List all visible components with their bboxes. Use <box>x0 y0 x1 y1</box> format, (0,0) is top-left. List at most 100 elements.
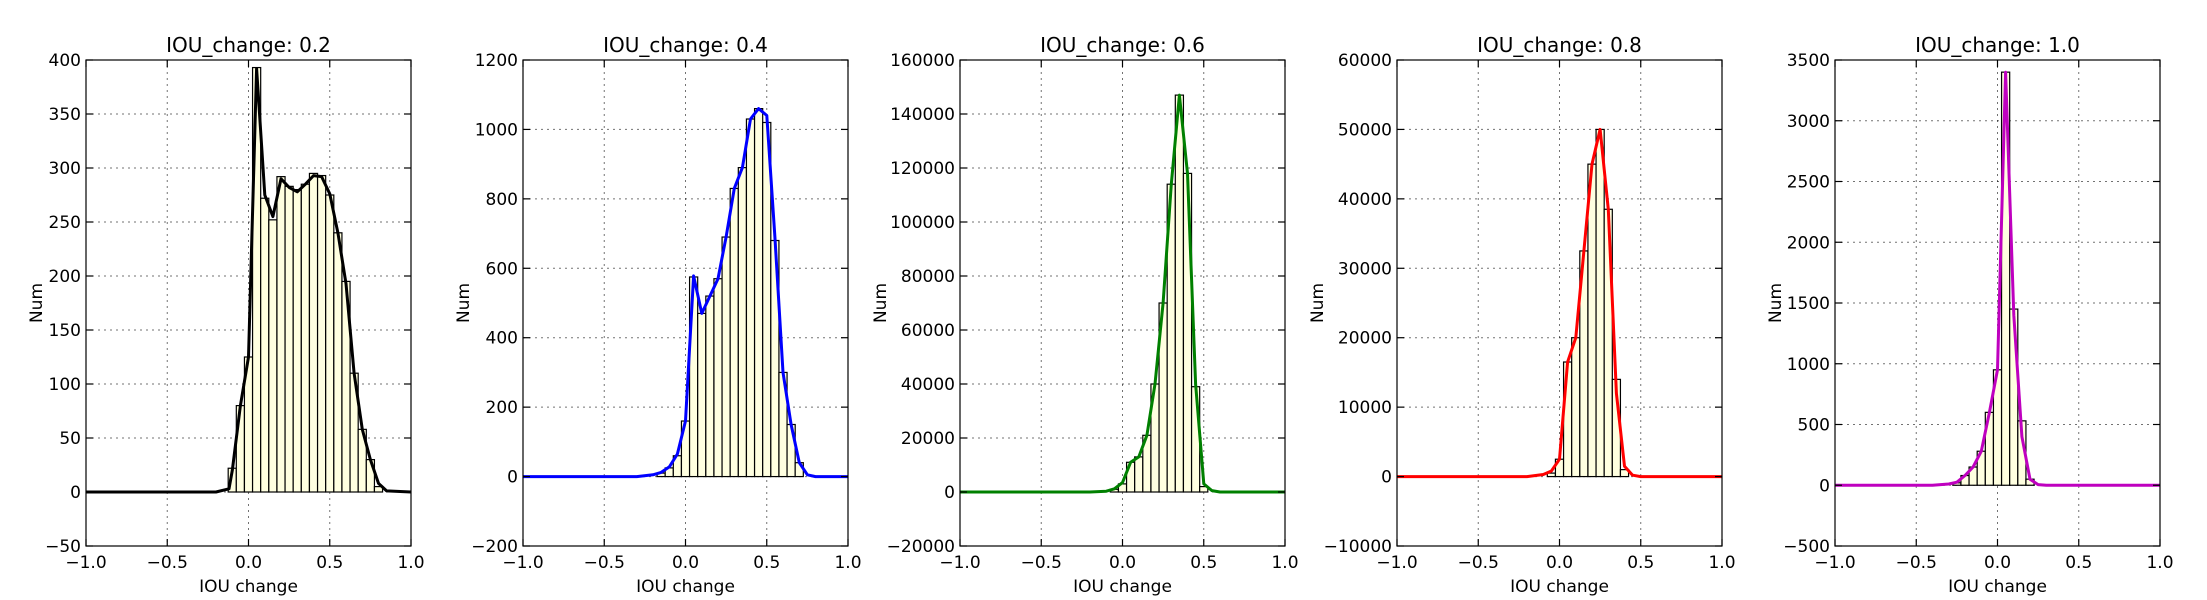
x-tick-label: −0.5 <box>147 553 188 573</box>
x-tick-label: 0.0 <box>1984 553 2011 573</box>
x-tick-label: 0.0 <box>1109 553 1136 573</box>
y-tick-label: 400 <box>486 329 518 349</box>
y-tick-label: −10000 <box>1324 537 1392 557</box>
y-tick-label: 140000 <box>890 105 955 125</box>
y-tick-label: 3000 <box>1787 112 1830 132</box>
x-axis-label: IOU change <box>636 577 735 597</box>
y-tick-label: 600 <box>486 259 518 279</box>
y-tick-label: 60000 <box>1338 51 1392 71</box>
y-tick-label: 100000 <box>890 213 955 233</box>
x-tick-label: 0.5 <box>316 553 343 573</box>
histogram-bar <box>713 278 723 478</box>
y-tick-label: 100 <box>49 375 81 395</box>
histogram-bar <box>737 167 748 478</box>
x-tick-label: 0.0 <box>235 553 262 573</box>
x-axis-label: IOU change <box>1510 577 1609 597</box>
histogram-bar <box>260 197 270 493</box>
y-tick-label: 3500 <box>1787 51 1830 71</box>
x-tick-label: 1.0 <box>397 553 424 573</box>
x-tick-label: 1.0 <box>834 553 861 573</box>
y-tick-label: 30000 <box>1338 259 1392 279</box>
y-axis-label: Num <box>27 283 47 323</box>
x-tick-label: −0.5 <box>1458 553 1499 573</box>
x-tick-label: 0.5 <box>1627 553 1654 573</box>
histogram-bars <box>1109 94 1209 493</box>
x-tick-label: −1.0 <box>1814 553 1855 573</box>
y-tick-label: 200 <box>49 267 81 287</box>
density-curve <box>960 93 1285 494</box>
y-tick-label: 60000 <box>901 321 955 341</box>
y-tick-label: 160000 <box>890 51 955 71</box>
histogram-bar <box>753 107 764 478</box>
y-tick-label: 50000 <box>1338 120 1392 140</box>
x-tick-label: −1.0 <box>939 553 980 573</box>
x-tick-label: 0.0 <box>672 553 699 573</box>
y-tick-label: 1200 <box>475 51 518 71</box>
y-tick-label: 0 <box>70 483 81 503</box>
y-tick-label: 0 <box>1381 468 1392 488</box>
chart-panel-3: −1.0 −0.5 0.0 0.5 1.0 −20000 0 20000 40000 60000 8… <box>871 33 1299 597</box>
histogram-bar <box>373 486 384 493</box>
x-axis-label: IOU change <box>199 577 298 597</box>
histogram-bar <box>1134 456 1144 493</box>
y-tick-label: 1000 <box>1787 355 1830 375</box>
histogram-bar <box>729 187 739 478</box>
histogram-bar <box>325 194 335 493</box>
histogram-bar <box>1174 94 1185 493</box>
histogram-bar <box>721 236 731 478</box>
chart-title: IOU_change: 0.4 <box>603 33 768 57</box>
density-curve <box>86 67 411 494</box>
histogram-bar <box>333 232 343 493</box>
histogram-bar <box>1595 128 1605 478</box>
histogram-bar <box>1199 486 1209 493</box>
x-tick-label: −1.0 <box>502 553 543 573</box>
x-tick-label: 0.0 <box>1546 553 1573 573</box>
x-tick-label: −0.5 <box>1896 553 1937 573</box>
y-tick-label: 50 <box>59 429 81 449</box>
x-tick-label: 0.5 <box>2065 553 2092 573</box>
y-tick-label: 200 <box>486 398 518 418</box>
x-tick-label: 1.0 <box>1271 553 1298 573</box>
chart-panel-4: −1.0 −0.5 0.0 0.5 1.0 −10000 0 10000 20000 30000 4… <box>1308 33 1736 597</box>
y-tick-label: 10000 <box>1338 398 1392 418</box>
x-tick-label: 1.0 <box>1708 553 1735 573</box>
y-tick-label: −200 <box>471 537 518 557</box>
density-curve <box>523 107 848 479</box>
y-tick-label: 80000 <box>901 267 955 287</box>
y-axis-label: Num <box>454 283 474 323</box>
x-axis-label: IOU change <box>1948 577 2047 597</box>
y-tick-label: 350 <box>49 105 81 125</box>
y-tick-label: 300 <box>49 159 81 179</box>
chart-panel-1: −1.0 −0.5 0.0 0.5 1.0 −50 0 50 100 150 200 250 300 35… <box>27 33 425 597</box>
y-tick-label: 1000 <box>475 120 518 140</box>
x-tick-label: −0.5 <box>584 553 625 573</box>
y-tick-label: 500 <box>1798 416 1830 436</box>
histogram-bars <box>656 107 804 478</box>
y-tick-label: 0 <box>944 483 955 503</box>
y-axis-label: Num <box>1766 283 1786 323</box>
y-tick-label: 120000 <box>890 159 955 179</box>
y-tick-label: 0 <box>1819 476 1830 496</box>
y-tick-label: 20000 <box>1338 329 1392 349</box>
y-axis-label: Num <box>871 283 891 323</box>
y-tick-label: 400 <box>49 51 81 71</box>
histogram-bar <box>268 219 278 493</box>
y-tick-label: 40000 <box>901 375 955 395</box>
y-tick-label: 1500 <box>1787 294 1830 314</box>
histogram-bar <box>276 176 286 493</box>
y-axis-label: Num <box>1308 283 1328 323</box>
y-tick-label: 20000 <box>901 429 955 449</box>
chart-panel-2: −1.0 −0.5 0.0 0.5 1.0 −200 0 200 400 600 800 1000 12… <box>454 33 862 597</box>
histogram-bar <box>308 172 319 493</box>
histogram-bar <box>697 312 707 478</box>
histogram-bar <box>1619 469 1630 478</box>
y-tick-label: 0 <box>507 468 518 488</box>
x-tick-label: 0.5 <box>753 553 780 573</box>
chart-panel-5: −1.0 −0.5 0.0 0.5 1.0 −500 0 500 1000 1500 2000 250… <box>1766 33 2174 597</box>
y-tick-label: 150 <box>49 321 81 341</box>
histogram-bar <box>284 185 294 493</box>
density-curve <box>1397 127 1722 479</box>
y-tick-label: 250 <box>49 213 81 233</box>
chart-title: IOU_change: 0.8 <box>1477 33 1642 57</box>
